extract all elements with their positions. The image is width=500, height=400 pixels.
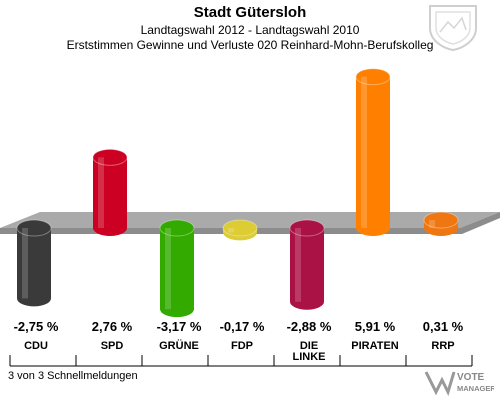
bar-rrp — [423, 211, 459, 236]
category-label-rrp: RRP — [431, 340, 454, 352]
svg-text:MANAGER: MANAGER — [457, 384, 494, 393]
value-label-die-linke: -2,88 % — [287, 319, 332, 334]
value-label-spd: 2,76 % — [92, 319, 133, 334]
bar-die-linke — [289, 219, 325, 310]
value-label-cdu: -2,75 % — [14, 319, 59, 334]
svg-text:VOTE: VOTE — [457, 372, 485, 383]
category-label-die-linke: LINKE — [293, 351, 326, 363]
footer-status: 3 von 3 Schnellmeldungen — [8, 370, 138, 382]
chart-description: Erststimmen Gewinne und Verluste 020 Rei… — [66, 38, 434, 52]
coat-of-arms-icon — [429, 5, 477, 52]
value-label-fdp: -0,17 % — [220, 319, 265, 334]
category-label-cdu: CDU — [24, 340, 48, 352]
category-label-gr-ne: GRÜNE — [159, 339, 199, 352]
value-label-gr-ne: -3,17 % — [157, 319, 202, 334]
vote-manager-logo: VOTE MANAGER — [424, 371, 494, 396]
bar-gr-ne — [159, 219, 195, 318]
category-label-piraten: PIRATEN — [351, 340, 399, 352]
chart-subtitle: Landtagswahl 2012 - Landtagswahl 2010 — [140, 23, 360, 37]
bar-cdu — [16, 219, 52, 307]
value-label-rrp: 0,31 % — [423, 319, 464, 334]
category-label-die-linke: DIE — [300, 340, 318, 352]
chart-title: Stadt Gütersloh — [193, 4, 307, 21]
category-label-spd: SPD — [101, 340, 124, 352]
value-label-piraten: 5,91 % — [355, 319, 396, 334]
bar-spd — [92, 148, 128, 236]
category-label-fdp: FDP — [231, 340, 253, 352]
bar-piraten — [355, 68, 391, 236]
bar-fdp — [222, 219, 258, 241]
